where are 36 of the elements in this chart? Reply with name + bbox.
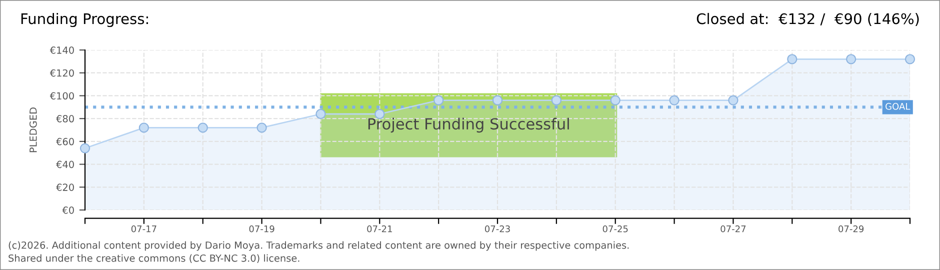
text: (c)2026. Additional content provided by Dario Moya. Trademarks and related content are owned by their respective companies. — [8, 241, 629, 251]
point — [198, 122, 208, 133]
point — [846, 54, 856, 64]
x-tick-label: 07-27 — [720, 225, 746, 232]
y-tick-label: €0 — [62, 206, 74, 214]
y-tick-label: €140 — [50, 46, 74, 54]
point — [669, 95, 680, 106]
point — [80, 143, 90, 154]
point — [787, 54, 798, 64]
x-tick-label: 07-29 — [838, 225, 864, 232]
point — [316, 108, 326, 120]
x-tick-label: 07-19 — [249, 225, 274, 232]
point — [610, 95, 620, 106]
y-tick-label: €20 — [56, 184, 74, 191]
point — [728, 95, 738, 106]
text: Shared under the creative commons (CC BY-NC 3.0) license. — [8, 254, 300, 263]
chart-subtitle: Closed at: €132 / €90 (146%) — [696, 12, 919, 26]
point — [138, 122, 149, 133]
annotation: Project Funding Successful — [368, 118, 569, 133]
ref-line-label: GOAL — [886, 102, 910, 110]
point — [256, 122, 267, 133]
point — [434, 95, 444, 106]
x-tick-label: 07-23 — [484, 225, 510, 232]
x-tick-label: 07-17 — [131, 225, 156, 232]
y-tick-label: €80 — [56, 115, 74, 122]
y-tick-label: €120 — [50, 69, 74, 77]
point — [904, 54, 916, 64]
y-tick-label: €40 — [56, 160, 74, 168]
y-axis-title: PLEDGED — [29, 108, 37, 152]
y-tick-label: €60 — [56, 138, 74, 146]
x-tick-label: 07-21 — [367, 225, 392, 232]
chart-title: Funding Progress: — [21, 12, 148, 28]
point — [492, 95, 503, 106]
y-tick-label: €100 — [50, 92, 74, 100]
point — [551, 95, 562, 106]
x-tick-label: 07-25 — [602, 225, 628, 232]
